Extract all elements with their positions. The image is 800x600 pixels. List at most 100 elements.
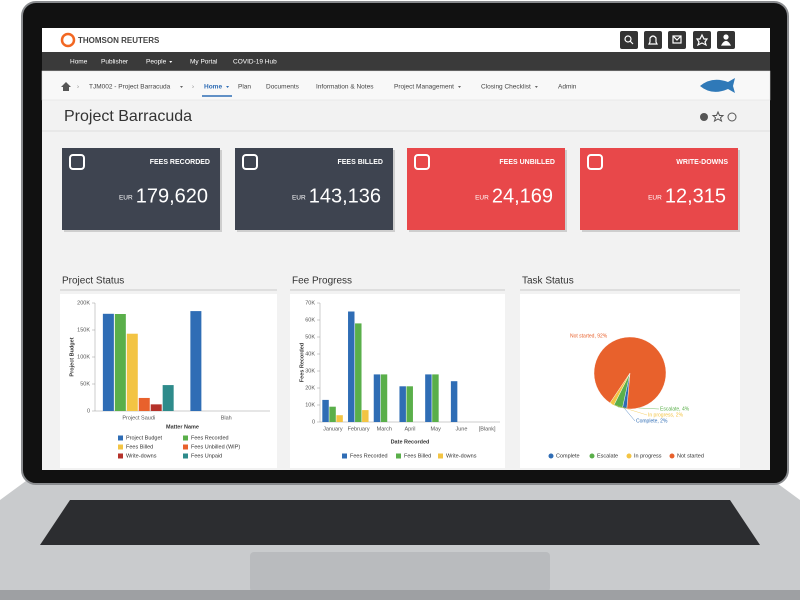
legend-label[interactable]: Fees Unbilled (WIP) bbox=[191, 444, 240, 450]
legend-label[interactable]: Escalate bbox=[597, 453, 618, 459]
kpi-icon bbox=[242, 154, 258, 170]
bar bbox=[336, 415, 343, 422]
y-tick-label: 60K bbox=[305, 317, 315, 323]
kpi-value: 179,620 bbox=[136, 185, 208, 207]
pie-label: Escalate, 4% bbox=[660, 406, 690, 412]
nav-item[interactable]: My Portal bbox=[190, 59, 218, 66]
user-button[interactable] bbox=[717, 31, 735, 49]
y-tick-label: 10K bbox=[305, 402, 315, 408]
kpi-card[interactable] bbox=[580, 148, 738, 230]
bar bbox=[399, 386, 406, 422]
legend-label[interactable]: Write-downs bbox=[446, 453, 477, 459]
breadcrumb-project[interactable]: TJM002 - Project Barracuda bbox=[89, 84, 171, 91]
pie-slice bbox=[593, 336, 667, 410]
kpi-card[interactable] bbox=[62, 148, 220, 230]
legend-label[interactable]: In progress bbox=[634, 453, 662, 459]
kpi-card[interactable] bbox=[407, 148, 565, 230]
chart-title: Fee Progress bbox=[292, 276, 352, 287]
pie-label: In progress, 2% bbox=[648, 412, 684, 418]
kpi-label: FEES BILLED bbox=[337, 159, 383, 166]
kpi-value: 12,315 bbox=[665, 185, 726, 207]
legend-swatch[interactable] bbox=[396, 453, 401, 459]
bar bbox=[450, 381, 458, 422]
legend-swatch[interactable] bbox=[626, 453, 632, 459]
y-tick-label: 30K bbox=[305, 368, 315, 374]
nav-item[interactable]: Publisher bbox=[101, 59, 129, 66]
legend-label[interactable]: Fees Recorded bbox=[350, 453, 388, 459]
y-tick-label: 50K bbox=[80, 381, 90, 387]
brand-logo[interactable] bbox=[60, 32, 76, 48]
legend-label[interactable]: Fees Recorded bbox=[191, 435, 229, 441]
y-tick-label: 150K bbox=[77, 327, 90, 333]
pie-leader bbox=[624, 408, 636, 422]
trackpad bbox=[250, 552, 550, 592]
legend-label[interactable]: Fees Unpaid bbox=[191, 453, 222, 459]
chart-title: Task Status bbox=[522, 276, 574, 287]
nav-bar bbox=[42, 52, 770, 71]
tab[interactable]: Documents bbox=[266, 84, 300, 91]
edit-button[interactable] bbox=[700, 113, 708, 121]
legend-swatch[interactable] bbox=[183, 444, 188, 450]
kpi-currency: EUR bbox=[119, 195, 133, 202]
bar bbox=[432, 374, 439, 422]
bar bbox=[114, 314, 126, 411]
x-tick-label: Blah bbox=[221, 415, 232, 421]
legend-label[interactable]: Write-downs bbox=[126, 453, 157, 459]
kpi-currency: EUR bbox=[292, 195, 306, 202]
kpi-card[interactable] bbox=[235, 148, 393, 230]
brand[interactable]: THOMSON REUTERS bbox=[78, 36, 160, 45]
notifications-button[interactable] bbox=[644, 31, 662, 49]
y-tick-label: 0 bbox=[87, 408, 90, 414]
pie-leader bbox=[611, 403, 648, 416]
nav-items: Home Publisher People My Portal COVID-19 Hub bbox=[70, 59, 277, 66]
legend-swatch[interactable] bbox=[589, 453, 595, 459]
search-button[interactable] bbox=[620, 31, 638, 49]
home-icon[interactable] bbox=[61, 82, 71, 91]
bar bbox=[380, 374, 388, 422]
nav-item[interactable]: COVID-19 Hub bbox=[233, 59, 277, 66]
y-axis-title: Project Budget bbox=[69, 337, 75, 376]
tab[interactable]: Project Management bbox=[394, 84, 454, 91]
favorites-button[interactable] bbox=[693, 31, 711, 49]
legend-label[interactable]: Complete bbox=[556, 453, 580, 459]
nav-item[interactable]: Home bbox=[70, 59, 88, 66]
legend-swatch[interactable] bbox=[183, 453, 188, 459]
legend-swatch[interactable] bbox=[548, 453, 554, 459]
tab[interactable]: Closing Checklist bbox=[481, 84, 531, 91]
charts: Project Status 0 50K 100K 150K 200K Project Sa… bbox=[60, 276, 740, 468]
tab[interactable]: Home bbox=[204, 84, 222, 91]
legend-swatch[interactable] bbox=[118, 444, 123, 450]
tab[interactable]: Admin bbox=[558, 84, 577, 91]
y-axis-title: Fees Recorded bbox=[299, 343, 305, 382]
legend-label[interactable]: Project Budget bbox=[126, 435, 163, 441]
tab[interactable]: Plan bbox=[238, 84, 251, 91]
tab[interactable]: Information & Notes bbox=[316, 84, 374, 91]
kpi-value: 24,169 bbox=[492, 185, 553, 207]
dropdown-caret bbox=[226, 86, 230, 88]
legend-label[interactable]: Fees Billed bbox=[126, 444, 153, 450]
nav-item[interactable]: People bbox=[146, 59, 167, 66]
legend-swatch[interactable] bbox=[669, 453, 675, 459]
star-button[interactable] bbox=[711, 110, 725, 123]
breadcrumb-bar bbox=[41, 70, 771, 101]
y-tick-label: 0 bbox=[312, 419, 315, 425]
legend-label[interactable]: Fees Billed bbox=[404, 453, 431, 459]
legend-swatch[interactable] bbox=[118, 453, 123, 459]
y-tick-label: 200K bbox=[77, 300, 90, 306]
legend-swatch[interactable] bbox=[438, 453, 443, 459]
bar bbox=[322, 399, 329, 422]
keyboard bbox=[40, 500, 760, 545]
bar bbox=[355, 323, 362, 422]
y-tick-label: 50K bbox=[305, 334, 315, 340]
collapse-button[interactable] bbox=[727, 112, 737, 122]
separator: › bbox=[192, 85, 194, 91]
laptop-edge bbox=[0, 590, 800, 600]
kpi-icon bbox=[69, 154, 85, 170]
legend-swatch[interactable] bbox=[118, 435, 123, 441]
bar bbox=[406, 386, 413, 422]
legend-swatch[interactable] bbox=[183, 435, 188, 441]
legend-label[interactable]: Not started bbox=[677, 453, 704, 459]
legend-swatch[interactable] bbox=[342, 453, 347, 459]
x-axis-title: Date Recorded bbox=[391, 439, 430, 445]
